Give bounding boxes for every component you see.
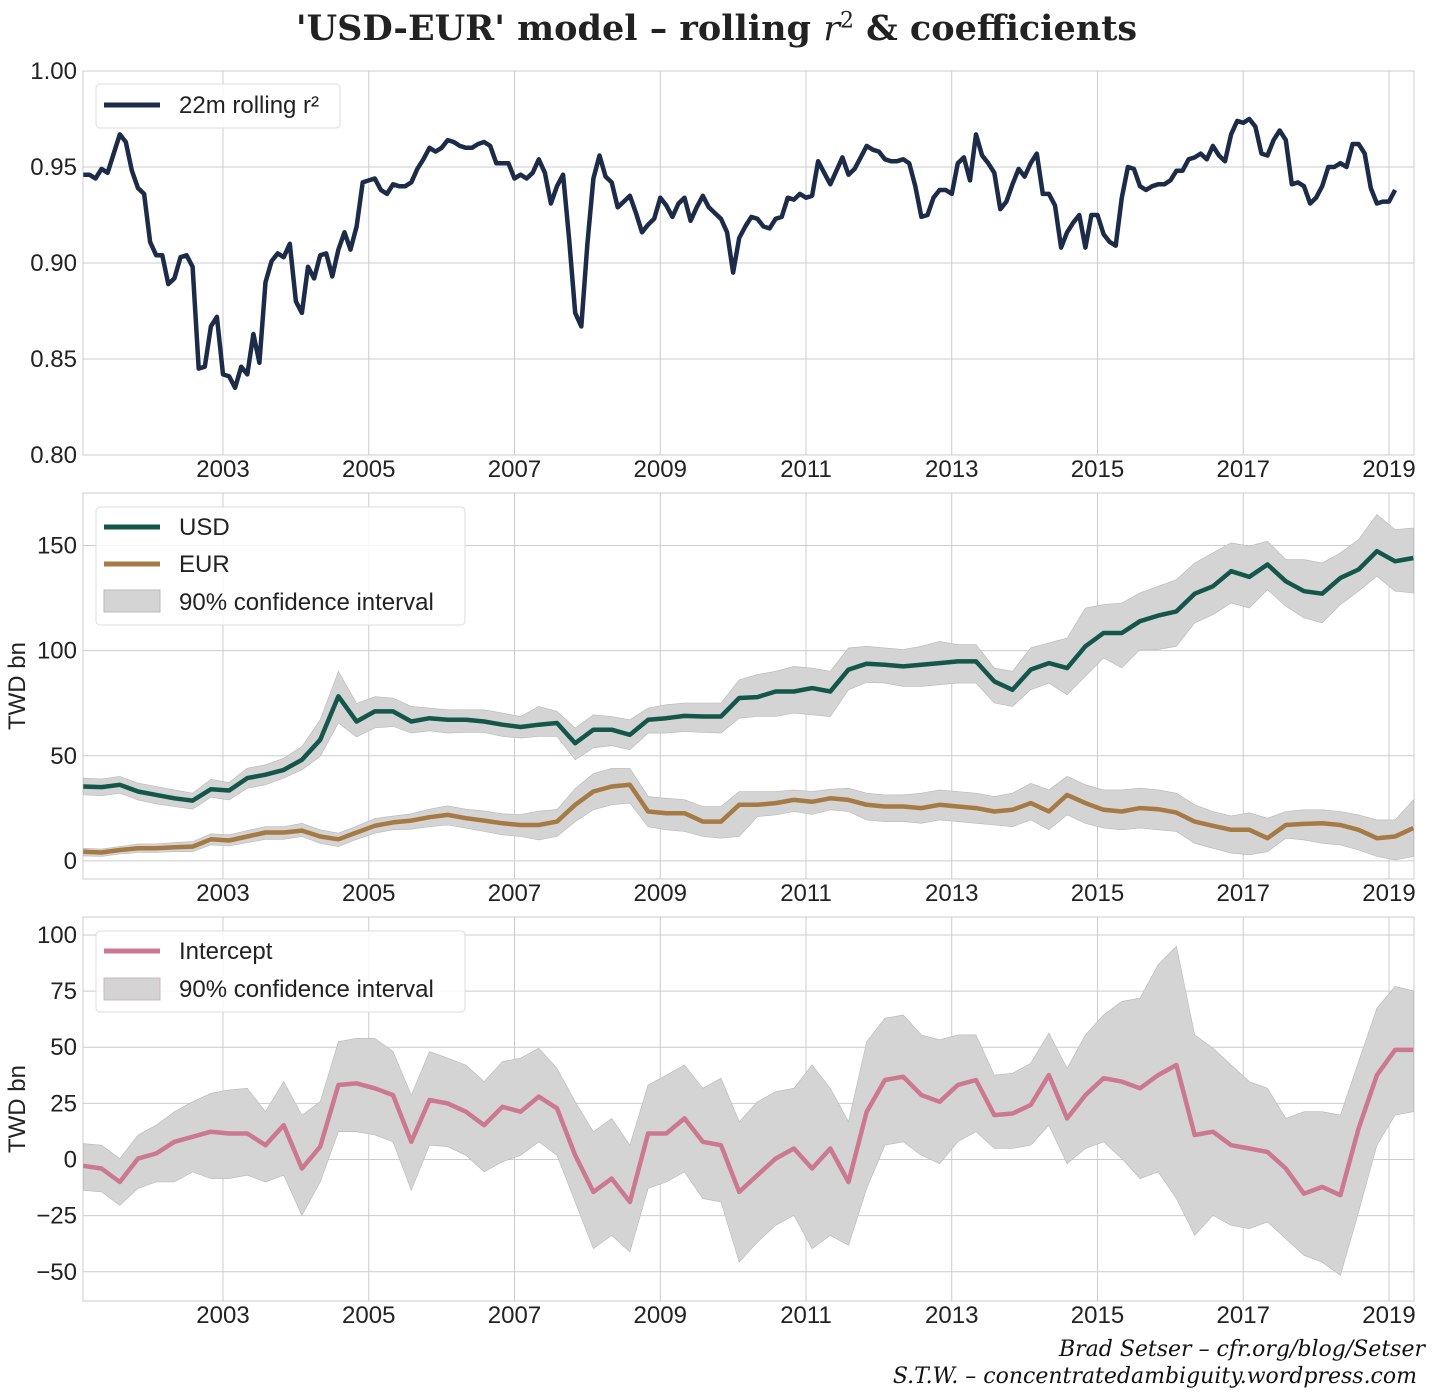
x-tick-label: 2007 (488, 456, 541, 483)
series-line-r2 (83, 116, 1398, 391)
legend-box (95, 930, 466, 1013)
x-tick-label: 2015 (1071, 1302, 1124, 1329)
x-tick-label: 2019 (1362, 1302, 1415, 1329)
credit-line-1: Brad Setser – cfr.org/blog/Setser (1058, 1337, 1425, 1362)
x-tick-label: 2007 (488, 880, 541, 907)
legend-label-ci: 90% confidence interval (179, 976, 434, 1003)
legend-coefficients: USD EUR 90% confidence interval (95, 506, 466, 626)
x-tick-label: 2009 (634, 1302, 687, 1329)
ci-band-eur (83, 768, 1414, 861)
credit-line-2: S.T.W. – concentratedambiguity.wordpress… (892, 1364, 1417, 1389)
panel-coefficients: 0 50 100 150 2003 2005 2007 2009 2011 2013 2015 201… (37, 492, 1416, 907)
legend-box (95, 506, 466, 626)
legend-box (95, 83, 341, 129)
x-tick-label: 2017 (1217, 1302, 1270, 1329)
x-tick-label: 2019 (1362, 880, 1415, 907)
y-tick-label: 25 (50, 1090, 77, 1117)
title-superscript: 2 (839, 8, 854, 34)
y-axis-label-intercept: TWD bn (4, 1065, 31, 1153)
plot-area (83, 945, 1414, 1276)
panel-r2: 0.80 0.85 0.90 0.95 1.00 2003 2005 2007 2009 2011… (30, 58, 1415, 483)
y-tick-label: 100 (37, 922, 77, 949)
series-line-usd (83, 548, 1414, 803)
y-tick-label: 0 (64, 848, 77, 875)
panel-intercept: −50 −25 0 25 50 75 100 2003 2005 2007 2009 2011 2013… (36, 916, 1416, 1329)
series-line-intercept (83, 1047, 1414, 1205)
y-tick-label: 0.90 (30, 250, 77, 277)
y-axis-label-coefficients: TWD bn (4, 642, 31, 730)
y-tick-label: 0.80 (30, 442, 77, 469)
title-prefix: 'USD-EUR' model – rolling (295, 8, 824, 49)
credits: Brad Setser – cfr.org/blog/Setser S.T.W.… (893, 1336, 1425, 1390)
y-tick-label: 50 (50, 1034, 77, 1061)
x-tick-label: 2009 (634, 880, 687, 907)
ci-band-usd (83, 513, 1414, 810)
y-tick-label: 0.95 (30, 154, 77, 181)
y-tick-label: −25 (36, 1203, 77, 1230)
x-tick-label: 2005 (342, 880, 395, 907)
y-tick-label: 50 (50, 743, 77, 770)
legend-r2: 22m rolling r² (95, 83, 341, 129)
x-tick-label: 2013 (925, 880, 978, 907)
y-tick-label: 150 (37, 533, 77, 560)
x-tick-label: 2005 (342, 456, 395, 483)
legend-label-eur: EUR (179, 551, 230, 578)
x-tick-label: 2005 (342, 1302, 395, 1329)
x-tick-label: 2003 (196, 456, 249, 483)
series-line-eur (83, 782, 1414, 855)
y-tick-label: 0.85 (30, 346, 77, 373)
y-tick-label: 0 (64, 1147, 77, 1174)
x-tick-label: 2015 (1071, 456, 1124, 483)
y-tick-label: 100 (37, 638, 77, 665)
plot-frame (82, 492, 1415, 880)
x-tick-label: 2011 (780, 880, 832, 907)
title-suffix: & coefficients (853, 8, 1138, 49)
legend-swatch-ci (103, 589, 161, 613)
ci-band-intercept (83, 945, 1414, 1276)
legend-label-intercept: Intercept (179, 938, 273, 965)
chart-title: 'USD-EUR' model – rolling r2 & coefficie… (0, 8, 1433, 49)
legend-swatch-ci (103, 977, 161, 1001)
x-tick-label: 2013 (925, 1302, 978, 1329)
x-tick-label: 2003 (196, 880, 249, 907)
y-tick-label: 75 (50, 978, 77, 1005)
legend-intercept: Intercept 90% confidence interval (95, 930, 466, 1013)
x-tick-label: 2017 (1217, 880, 1270, 907)
x-tick-label: 2009 (634, 456, 687, 483)
y-tick-label: 1.00 (30, 58, 77, 85)
x-tick-label: 2007 (488, 1302, 541, 1329)
x-tick-label: 2017 (1217, 456, 1270, 483)
x-tick-label: 2015 (1071, 880, 1124, 907)
legend-label-usd: USD (179, 514, 230, 541)
legend-label-ci: 90% confidence interval (179, 589, 434, 616)
title-variable: r (823, 9, 840, 49)
legend-label-r2: 22m rolling r² (179, 92, 319, 119)
charts-layer: 0.80 0.85 0.90 0.95 1.00 2003 2005 2007 2009 2011… (30, 58, 1415, 1329)
x-tick-label: 2013 (925, 456, 978, 483)
x-tick-label: 2011 (780, 1302, 832, 1329)
plot-area (83, 116, 1398, 391)
plot-frame (82, 70, 1415, 456)
x-tick-label: 2019 (1362, 456, 1415, 483)
x-tick-label: 2011 (780, 456, 832, 483)
y-tick-label: −50 (36, 1259, 77, 1286)
x-tick-label: 2003 (196, 1302, 249, 1329)
plot-frame (82, 916, 1415, 1302)
plot-area (83, 513, 1414, 861)
